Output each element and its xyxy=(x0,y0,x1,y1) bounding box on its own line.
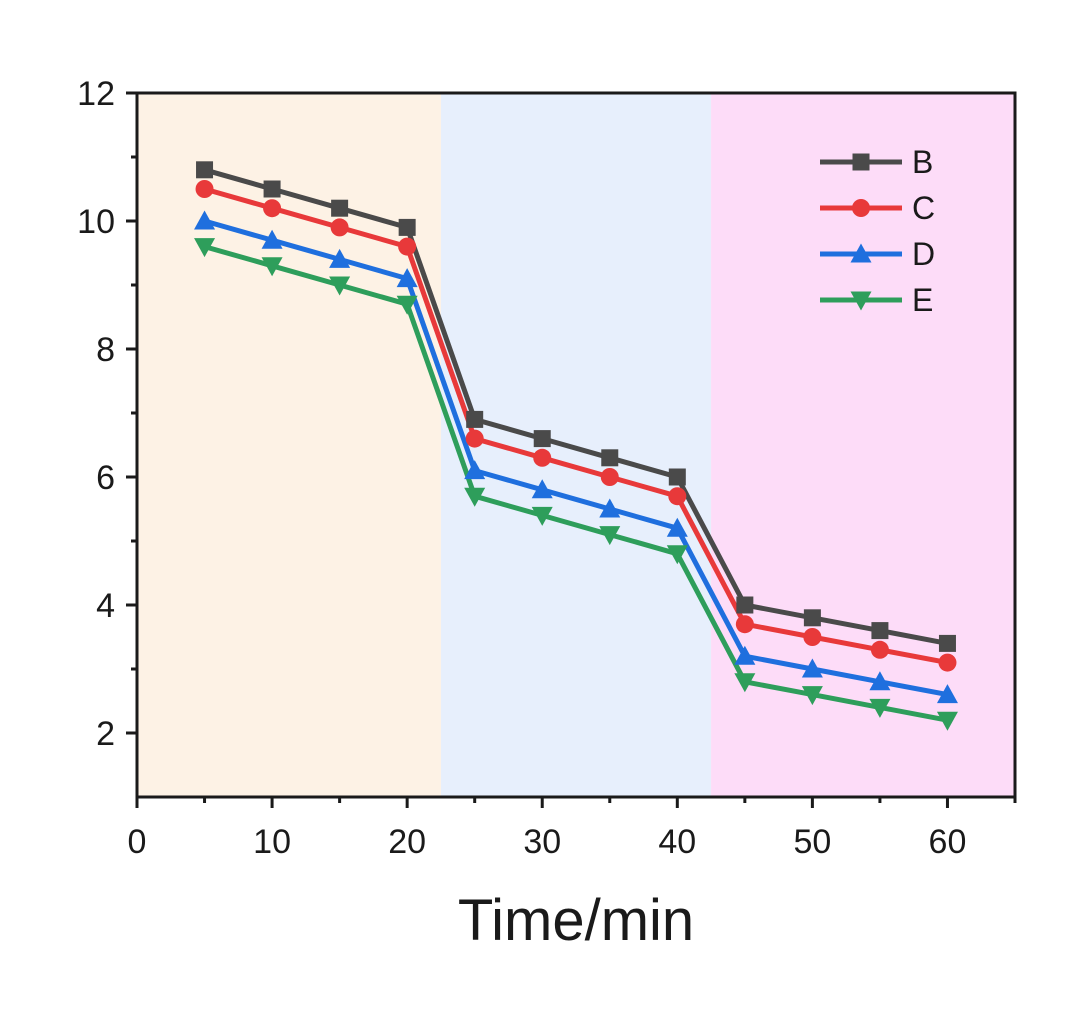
data-point-E-20 xyxy=(396,295,418,315)
data-point-B-5 xyxy=(196,161,214,179)
axis-ticks: 0 10 20 30 40 50 60 2 4 6 8 10 12 xyxy=(77,75,1017,861)
data-point-E-5 xyxy=(194,238,216,258)
plot-frame xyxy=(135,91,1017,799)
data-point-B-10 xyxy=(263,180,281,198)
x-tick-label: 40 xyxy=(658,823,696,861)
legend-marker-E xyxy=(850,291,872,311)
data-point-E-55 xyxy=(869,698,891,718)
background-band-3 xyxy=(711,93,1015,797)
x-tick-label: 50 xyxy=(793,823,831,861)
series-line-D xyxy=(203,218,948,698)
legend-label-C: C xyxy=(912,190,935,226)
legend-label-B: B xyxy=(912,144,933,180)
data-point-E-50 xyxy=(801,686,823,706)
plot-border xyxy=(135,91,1017,799)
legend-marker-C xyxy=(852,199,870,217)
x-tick-label: 0 xyxy=(128,823,147,861)
data-point-D-30 xyxy=(531,479,553,499)
data-point-B-15 xyxy=(331,199,349,217)
data-point-E-10 xyxy=(261,257,283,277)
data-point-E-40 xyxy=(666,545,688,565)
y-tick-label: 10 xyxy=(77,203,115,241)
data-point-C-15 xyxy=(330,218,349,237)
data-point-D-35 xyxy=(599,498,621,518)
y-tick-label: 8 xyxy=(96,331,115,369)
data-point-D-45 xyxy=(734,645,756,665)
legend-label-D: D xyxy=(912,236,935,272)
data-point-C-55 xyxy=(870,640,889,659)
y-tick-label: 2 xyxy=(96,715,115,753)
x-tick-label: 10 xyxy=(253,823,291,861)
data-point-C-45 xyxy=(735,615,754,634)
series-line-E xyxy=(203,244,948,723)
y-tick-label: 12 xyxy=(77,75,115,113)
background-band-2 xyxy=(440,93,712,797)
data-point-C-20 xyxy=(398,237,417,256)
legend-label-E: E xyxy=(912,282,933,318)
data-point-B-45 xyxy=(736,596,754,614)
data-point-D-55 xyxy=(869,671,891,691)
data-point-E-60 xyxy=(936,711,958,731)
legend-marker-B xyxy=(852,153,870,171)
data-point-C-40 xyxy=(668,487,687,506)
data-point-B-25 xyxy=(466,410,484,428)
data-point-B-40 xyxy=(668,468,686,486)
x-tick-label: 30 xyxy=(523,823,561,861)
y-tick-label: 4 xyxy=(96,587,115,625)
series-markers xyxy=(194,161,958,731)
data-point-B-30 xyxy=(533,430,551,448)
x-axis-title: Time/min xyxy=(458,888,694,953)
data-point-C-60 xyxy=(938,653,957,672)
data-point-B-60 xyxy=(938,634,956,652)
x-tick-label: 20 xyxy=(388,823,426,861)
data-point-C-50 xyxy=(803,628,822,646)
data-point-E-15 xyxy=(329,276,351,296)
data-point-E-45 xyxy=(734,673,756,693)
series-lines xyxy=(203,167,948,723)
data-point-D-50 xyxy=(801,658,823,678)
background-bands xyxy=(137,93,1015,797)
data-point-E-35 xyxy=(599,526,621,546)
data-point-C-10 xyxy=(263,199,282,218)
data-point-E-30 xyxy=(531,506,553,526)
data-point-C-25 xyxy=(465,429,484,448)
data-point-D-15 xyxy=(329,248,351,268)
series-line-B xyxy=(203,167,948,646)
data-point-D-25 xyxy=(464,460,486,480)
background-band-1 xyxy=(137,93,441,797)
data-point-B-20 xyxy=(398,218,416,236)
series-line-C xyxy=(203,186,948,666)
data-point-C-30 xyxy=(533,448,552,467)
x-tick-label: 60 xyxy=(929,823,967,861)
data-point-B-55 xyxy=(871,622,889,640)
data-point-B-35 xyxy=(601,449,619,467)
data-point-D-5 xyxy=(194,210,216,230)
data-point-D-40 xyxy=(666,517,688,537)
data-point-B-50 xyxy=(803,609,821,627)
data-point-E-25 xyxy=(464,487,486,507)
legend-marker-D xyxy=(850,243,872,263)
data-point-D-10 xyxy=(261,229,283,249)
data-point-C-35 xyxy=(600,468,619,486)
data-point-D-20 xyxy=(396,268,418,288)
data-point-D-60 xyxy=(936,684,958,704)
data-point-C-5 xyxy=(195,180,214,198)
y-tick-label: 6 xyxy=(96,459,115,497)
